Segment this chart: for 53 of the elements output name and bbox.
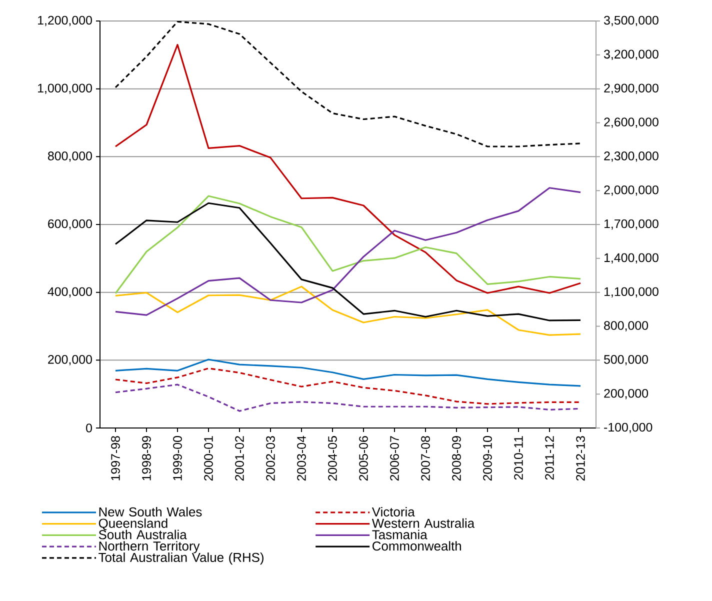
line-series [114, 44, 582, 294]
legend-label: Western Australia [372, 518, 475, 528]
y-tick-label: 400,000 [48, 287, 92, 298]
legend-label: New South Wales [99, 506, 202, 516]
y2-tick-label: 500,000 [604, 355, 648, 366]
x-tick-label: 2009-10 [483, 436, 492, 481]
legend-label: Tasmania [372, 530, 428, 540]
y2-tick-label: 2,900,000 [604, 84, 658, 94]
x-tick-label: 2005-06 [359, 436, 368, 481]
y-tick-label: 0 [86, 424, 92, 432]
x-tick-label: 2010-11 [514, 436, 523, 480]
legend-label: Victoria [372, 506, 415, 516]
legend-label: Northern Territory [99, 541, 200, 554]
x-tick-label: 2008-09 [452, 436, 461, 481]
line-series [114, 195, 582, 294]
y-tick-label: 800,000 [48, 152, 92, 162]
x-tick-label: 2004-05 [328, 436, 337, 481]
y-tick-label: 1,200,000 [38, 16, 92, 26]
x-tick-label: 2003-04 [297, 436, 306, 481]
x-tick-label: 2000-01 [204, 436, 213, 481]
y2-tick-label: -100,000 [604, 422, 652, 434]
y2-tick-label: 800,000 [604, 321, 648, 332]
x-tick-label: 1997-98 [111, 436, 120, 480]
legend-label: Commonwealth [372, 541, 462, 551]
y-tick-label: 200,000 [48, 355, 92, 366]
legend-label: Total Australian Value (RHS) [98, 552, 264, 565]
y2-tick-label: 2,600,000 [604, 118, 658, 128]
line-series [114, 21, 582, 148]
x-tick-label: 1999-00 [173, 436, 182, 480]
y2-tick-label: 1,100,000 [604, 287, 658, 298]
legend-label: Queensland [98, 518, 168, 530]
y2-tick-label: 1,400,000 [604, 253, 658, 264]
y2-tick-label: 200,000 [604, 388, 648, 400]
y-tick-label: 1,000,000 [38, 84, 92, 94]
y2-tick-label: 3,500,000 [604, 16, 658, 26]
x-tick-label: 2006-07 [390, 436, 399, 481]
y2-tick-label: 2,300,000 [604, 152, 658, 162]
line-series [114, 358, 582, 387]
line-series [114, 202, 582, 322]
y-tick-label: 600,000 [48, 219, 92, 230]
x-tick-label: 2001-02 [235, 436, 244, 481]
x-tick-label: 2002-03 [266, 436, 275, 481]
line-series [114, 187, 582, 316]
y2-tick-label: 1,700,000 [604, 219, 658, 230]
x-tick-label: 1998-99 [142, 436, 151, 480]
line-series [114, 368, 582, 405]
x-tick-label: 2012-13 [576, 436, 585, 481]
line-series [114, 286, 582, 336]
x-tick-label: 2007-08 [421, 436, 430, 481]
legend-label: South Australia [98, 530, 187, 540]
y2-tick-label: 3,200,000 [604, 50, 658, 60]
x-tick-label: 2011-12 [545, 436, 554, 480]
y2-tick-label: 2,000,000 [604, 185, 658, 196]
